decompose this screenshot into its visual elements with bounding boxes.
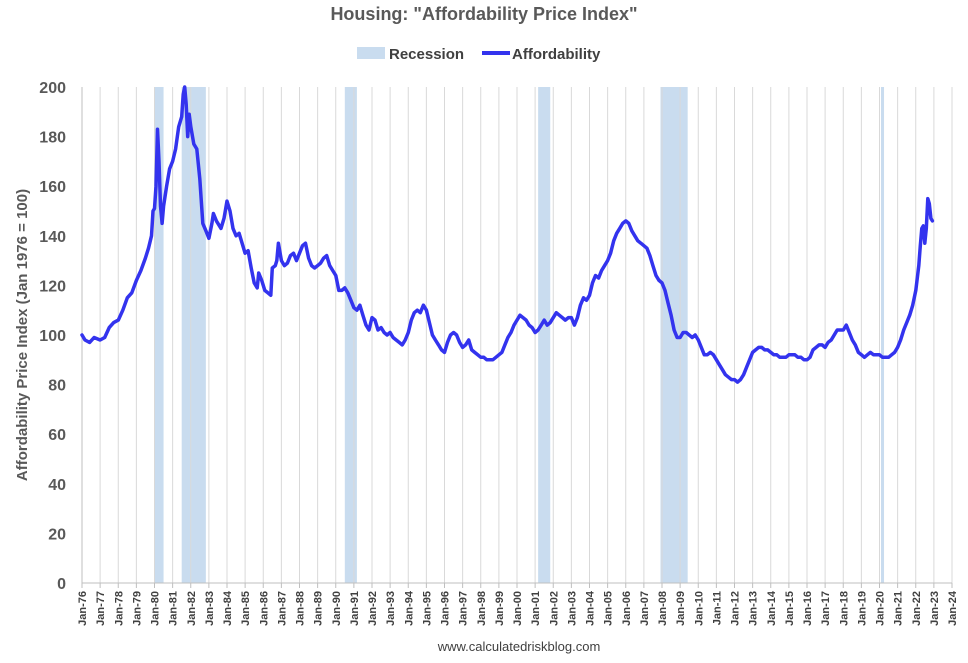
legend: Recession Affordability	[357, 46, 601, 63]
x-tick-label: Jan-06	[621, 591, 633, 626]
x-tick-label: Jan-03	[566, 591, 578, 626]
recession-band-2	[344, 87, 357, 583]
y-tick-label: 80	[48, 378, 66, 395]
x-tick-label: Jan-76	[77, 591, 89, 626]
legend-recession-swatch	[357, 47, 385, 59]
x-tick-label: Jan-89	[313, 591, 325, 626]
x-tick-label: Jan-79	[131, 591, 143, 626]
recession-band-3	[538, 87, 551, 583]
x-tick-label: Jan-07	[639, 591, 651, 626]
x-tick-label: Jan-88	[295, 591, 307, 626]
x-tick-label: Jan-90	[331, 591, 343, 626]
y-tick-label: 160	[39, 179, 66, 196]
source-label: www.calculatedriskblog.com	[437, 639, 601, 654]
recession-bands	[154, 87, 885, 583]
x-tick-label: Jan-85	[240, 591, 252, 626]
x-tick-label: Jan-92	[367, 591, 379, 626]
x-tick-label: Jan-78	[113, 591, 125, 626]
x-tick-label: Jan-98	[476, 591, 488, 626]
x-tick-label: Jan-15	[784, 591, 796, 626]
x-tick-label: Jan-16	[802, 591, 814, 626]
x-tick-label: Jan-02	[548, 591, 560, 626]
x-tick-label: Jan-81	[168, 591, 180, 626]
x-tick-label: Jan-93	[385, 591, 397, 626]
x-tick-label: Jan-11	[711, 591, 723, 625]
x-tick-label: Jan-83	[204, 591, 216, 626]
recession-band-0	[154, 87, 164, 583]
x-tick-label: Jan-82	[186, 591, 198, 626]
series-line-affordability	[80, 85, 935, 384]
x-tick-label: Jan-00	[512, 591, 524, 626]
x-tick-label: Jan-19	[856, 591, 868, 626]
legend-recession-label: Recession	[389, 46, 464, 63]
x-tick-label: Jan-10	[693, 591, 705, 626]
x-tick-label: Jan-22	[911, 591, 923, 626]
x-tick-label: Jan-80	[150, 591, 162, 626]
x-tick-label: Jan-09	[675, 591, 687, 626]
y-tick-label: 40	[48, 477, 66, 494]
x-tick-label: Jan-23	[929, 591, 941, 626]
x-tick-label: Jan-86	[258, 591, 270, 626]
x-tick-label: Jan-05	[603, 591, 615, 626]
x-tick-label: Jan-97	[458, 591, 470, 626]
x-tick-label: Jan-24	[947, 590, 959, 626]
x-tick-label: Jan-87	[276, 591, 288, 626]
x-tick-label: Jan-12	[730, 591, 742, 626]
y-tick-label: 0	[57, 576, 66, 593]
x-tick-label: Jan-08	[657, 591, 669, 626]
x-tick-label: Jan-94	[403, 590, 415, 626]
chart-title: Housing: "Affordability Price Index"	[330, 4, 637, 24]
y-axis-label: Affordability Price Index (Jan 1976 = 10…	[14, 189, 31, 481]
x-tick-label: Jan-95	[421, 591, 433, 626]
y-tick-label: 180	[39, 130, 66, 147]
recession-band-1	[181, 87, 206, 583]
legend-affordability-label: Affordability	[512, 46, 601, 63]
x-tick-label: Jan-20	[875, 591, 887, 626]
x-tick-label: Jan-04	[585, 590, 597, 626]
y-tick-label: 20	[48, 526, 66, 543]
recession-band-5	[881, 87, 885, 583]
x-tick-label: Jan-21	[893, 591, 905, 626]
x-tick-label: Jan-99	[494, 591, 506, 626]
y-tick-label: 100	[39, 328, 66, 345]
x-tick-label: Jan-77	[95, 591, 107, 626]
x-tick-label: Jan-13	[748, 591, 760, 626]
x-tick-label: Jan-01	[530, 591, 542, 626]
x-tick-labels: Jan-76 Jan-77 Jan-78 Jan-79 Jan-80 Jan-81 Jan-…	[77, 590, 959, 626]
x-tick-label: Jan-17	[820, 591, 832, 626]
y-tick-labels: 0 20 40 60 80 100 120 140 160 180 200	[39, 80, 66, 593]
x-tick-label: Jan-91	[349, 591, 361, 626]
x-tick-label: Jan-18	[838, 591, 850, 626]
x-tick-label: Jan-96	[440, 591, 452, 626]
vertical-gridlines	[81, 87, 953, 583]
y-tick-label: 60	[48, 427, 66, 444]
y-tick-label: 200	[39, 80, 66, 97]
affordability-series	[80, 85, 935, 384]
x-tick-label: Jan-84	[222, 590, 234, 626]
x-tick-label: Jan-14	[766, 590, 778, 626]
y-tick-label: 120	[39, 278, 66, 295]
y-tick-label: 140	[39, 229, 66, 246]
